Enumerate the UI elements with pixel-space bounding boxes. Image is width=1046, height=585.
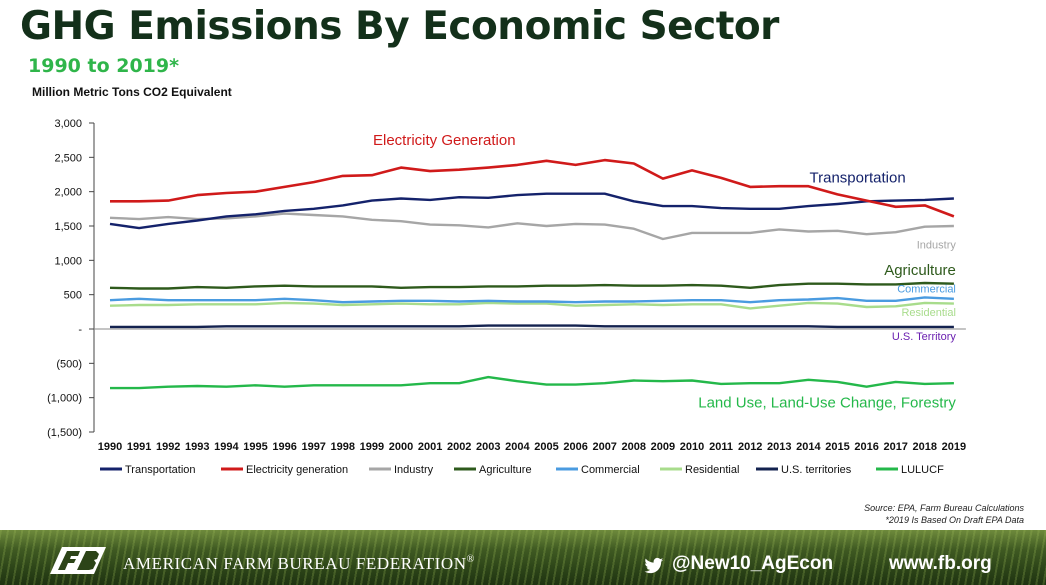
x-tick-label: 1995 bbox=[243, 441, 267, 453]
footnote-line: *2019 Is Based On Draft EPA Data bbox=[885, 515, 1024, 525]
y-tick-label: 500 bbox=[64, 290, 82, 302]
legend-label: Residential bbox=[685, 464, 739, 476]
x-tick-label: 2007 bbox=[592, 441, 616, 453]
fb-logo-icon bbox=[50, 547, 106, 574]
organization-text: AMERICAN FARM BUREAU FEDERATION bbox=[123, 554, 467, 573]
series-annotation-label: U.S. Territory bbox=[892, 331, 956, 343]
source-note: Source: EPA, Farm Bureau Calculations *2… bbox=[864, 502, 1024, 526]
series-line-u-s-territories bbox=[110, 324, 954, 329]
y-axis-unit-label: Million Metric Tons CO2 Equivalent bbox=[32, 85, 232, 99]
page-subtitle: 1990 to 2019* bbox=[28, 55, 180, 77]
series-annotation-label: Commercial bbox=[897, 284, 956, 296]
organization-name: AMERICAN FARM BUREAU FEDERATION® bbox=[123, 554, 475, 574]
x-tick-label: 1994 bbox=[214, 441, 239, 453]
x-tick-label: 2010 bbox=[680, 441, 704, 453]
legend-label: Commercial bbox=[581, 464, 640, 476]
twitter-handle-link[interactable]: @New10_AgEcon bbox=[672, 553, 834, 574]
twitter-bird-icon[interactable] bbox=[644, 557, 664, 575]
website-link[interactable]: www.fb.org bbox=[889, 553, 992, 574]
y-tick-label: 1,000 bbox=[54, 255, 82, 267]
x-tick-label: 2019 bbox=[942, 441, 966, 453]
legend-label: Electricity generation bbox=[246, 464, 348, 476]
x-tick-label: 2000 bbox=[389, 441, 413, 453]
series-line-electricity-generation bbox=[110, 158, 955, 218]
x-tick-label: 2015 bbox=[825, 441, 849, 453]
x-tick-label: 2016 bbox=[854, 441, 878, 453]
legend-label: Agriculture bbox=[479, 464, 532, 476]
series-annotation-label: Transportation bbox=[810, 170, 906, 187]
series-line-lulucf bbox=[110, 375, 954, 390]
y-tick-label: 3,000 bbox=[54, 118, 82, 130]
y-tick-label: 2,000 bbox=[54, 187, 82, 199]
series-annotation-label: Industry bbox=[917, 240, 957, 252]
x-tick-label: 2011 bbox=[709, 441, 733, 453]
x-tick-label: 2018 bbox=[913, 441, 937, 453]
y-tick-label: 1,500 bbox=[54, 221, 82, 233]
x-tick-label: 2008 bbox=[622, 441, 646, 453]
series-line-industry bbox=[109, 212, 954, 241]
x-tick-label: 2014 bbox=[796, 441, 821, 453]
legend-label: U.S. territories bbox=[781, 464, 852, 476]
series-annotation-label: Agriculture bbox=[884, 262, 956, 279]
page-title: GHG Emissions By Economic Sector bbox=[20, 4, 779, 49]
x-tick-label: 1991 bbox=[127, 441, 151, 453]
x-tick-label: 2002 bbox=[447, 441, 471, 453]
x-tick-label: 2005 bbox=[534, 441, 558, 453]
grass-background bbox=[0, 530, 1046, 585]
series-annotation-label: Land Use, Land-Use Change, Forestry bbox=[698, 394, 956, 411]
x-tick-label: 2009 bbox=[651, 441, 675, 453]
x-tick-label: 1996 bbox=[272, 441, 296, 453]
series-line-transportation bbox=[109, 192, 954, 230]
legend-label: LULUCF bbox=[901, 464, 944, 476]
y-tick-label: (1,000) bbox=[47, 393, 82, 405]
x-tick-label: 2006 bbox=[563, 441, 587, 453]
series-annotation-label: Residential bbox=[901, 307, 955, 319]
x-tick-label: 1999 bbox=[360, 441, 384, 453]
x-tick-label: 1997 bbox=[301, 441, 325, 453]
legend-label: Industry bbox=[394, 464, 434, 476]
x-tick-label: 2004 bbox=[505, 441, 530, 453]
x-tick-label: 1990 bbox=[98, 441, 122, 453]
footer-banner: AMERICAN FARM BUREAU FEDERATION® @New10_… bbox=[0, 530, 1046, 585]
x-tick-label: 2013 bbox=[767, 441, 791, 453]
x-tick-label: 1993 bbox=[185, 441, 209, 453]
series-line-residential bbox=[109, 301, 954, 310]
ghg-line-chart: 3,000 2,500 2,000 1,500 1,000 500 - (500) (1,000… bbox=[47, 118, 966, 476]
y-tick-label: (500) bbox=[56, 358, 82, 370]
x-tick-label: 1998 bbox=[331, 441, 355, 453]
series-line-agriculture bbox=[109, 281, 954, 290]
series-line-commercial bbox=[109, 296, 954, 304]
x-tick-label: 2003 bbox=[476, 441, 500, 453]
series-annotation-label: Electricity Generation bbox=[373, 132, 516, 149]
x-tick-label: 2017 bbox=[883, 441, 907, 453]
x-tick-label: 2001 bbox=[418, 441, 442, 453]
registered-mark: ® bbox=[466, 554, 475, 565]
y-tick-label: (1,500) bbox=[47, 427, 82, 439]
source-line: Source: EPA, Farm Bureau Calculations bbox=[864, 503, 1024, 513]
legend-label: Transportation bbox=[125, 464, 196, 476]
y-tick-label: 2,500 bbox=[54, 152, 82, 164]
y-tick-label: - bbox=[78, 324, 82, 336]
x-tick-label: 2012 bbox=[738, 441, 762, 453]
x-tick-label: 1992 bbox=[156, 441, 180, 453]
